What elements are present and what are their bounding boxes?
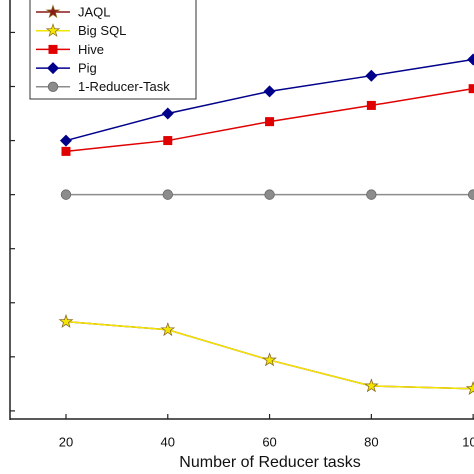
point xyxy=(365,69,378,82)
point xyxy=(162,189,173,200)
point xyxy=(61,146,71,156)
point xyxy=(264,189,275,200)
x-axis-label: Number of Reducer tasks xyxy=(179,454,360,471)
point xyxy=(59,134,72,147)
point xyxy=(366,189,377,200)
point xyxy=(163,136,173,146)
point xyxy=(467,189,474,200)
point xyxy=(161,107,174,120)
point xyxy=(467,53,474,66)
point xyxy=(265,117,275,127)
legend-marker xyxy=(45,4,61,19)
point xyxy=(364,378,379,393)
point xyxy=(366,100,376,110)
point xyxy=(465,381,474,395)
x-tick-label: 40 xyxy=(161,434,175,449)
x-tick-label: 80 xyxy=(364,434,378,449)
legend-label: Hive xyxy=(78,42,104,57)
legend-label: Big SQL xyxy=(78,23,126,38)
legend-marker xyxy=(47,81,59,93)
point xyxy=(60,189,72,200)
point xyxy=(262,352,277,367)
point xyxy=(263,85,276,98)
x-tick-label: 100 xyxy=(462,434,474,449)
point xyxy=(160,322,176,336)
x-tick-label: 60 xyxy=(262,434,276,449)
x-tick-label: 20 xyxy=(59,434,73,449)
legend-label: Pig xyxy=(78,61,97,76)
legend-marker xyxy=(48,44,58,54)
legend-label: 1-Reducer-Task xyxy=(78,79,170,94)
point xyxy=(58,314,74,328)
legend-marker xyxy=(47,62,59,75)
legend-marker xyxy=(45,23,61,37)
point xyxy=(468,84,474,94)
legend-label: JAQL xyxy=(78,4,111,19)
